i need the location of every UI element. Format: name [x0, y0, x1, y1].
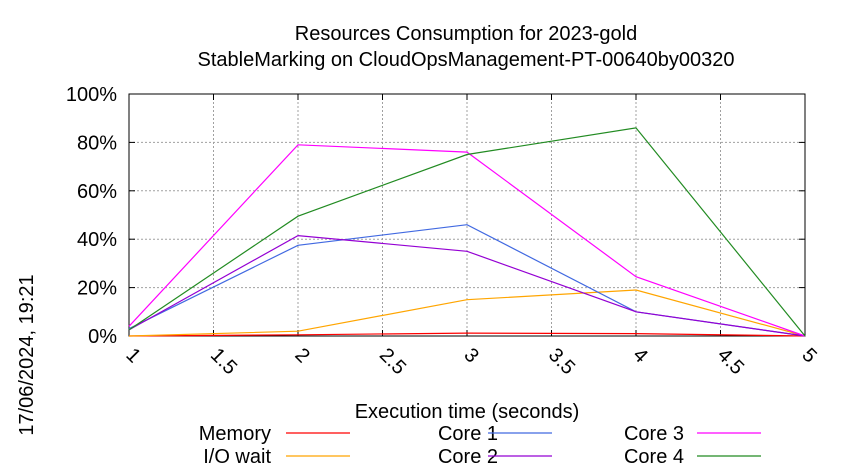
x-axis-label: Execution time (seconds) [355, 401, 580, 423]
y-tick-label: 20% [77, 278, 117, 300]
y-tick-label: 80% [77, 132, 117, 154]
series-line-core-3 [128, 144, 806, 337]
x-tick-label: 2 [290, 344, 313, 367]
y-tick-label: 100% [66, 84, 117, 106]
x-tick-label: 4.5 [713, 344, 748, 379]
x-tick-label: 2.5 [375, 344, 410, 379]
legend-label: Core 4 [624, 446, 684, 468]
x-tick-label: 3.5 [544, 344, 579, 379]
x-tick-label: 3 [459, 344, 482, 367]
legend-label: Core 1 [438, 423, 498, 445]
x-tick-label: 5 [797, 344, 820, 367]
series-line-i-o-wait [128, 289, 806, 337]
x-tick-label: 1 [121, 344, 144, 367]
x-tick-label: 4 [628, 344, 651, 367]
series-line-core-2 [128, 234, 806, 337]
legend-label: Core 2 [438, 446, 498, 468]
timestamp-label: 17/06/2024, 19:21 [16, 274, 38, 435]
series-lines [128, 127, 806, 337]
y-tick-label: 40% [77, 229, 117, 251]
x-tick-label: 1.5 [206, 344, 241, 379]
legend-label: Memory [199, 423, 271, 445]
chart-title: Resources Consumption for 2023-gold [295, 23, 637, 45]
chart-subtitle: StableMarking on CloudOpsManagement-PT-0… [197, 49, 734, 71]
y-tick-label: 60% [77, 181, 117, 203]
y-tick-label: 0% [88, 326, 117, 348]
series-line-core-4 [128, 127, 806, 337]
legend-label: Core 3 [624, 423, 684, 445]
y-axis-ticks: 0% 20% 40% 60% 80% 100% [66, 84, 805, 348]
series-line-memory [128, 332, 806, 337]
legend-label: I/O wait [203, 446, 271, 468]
